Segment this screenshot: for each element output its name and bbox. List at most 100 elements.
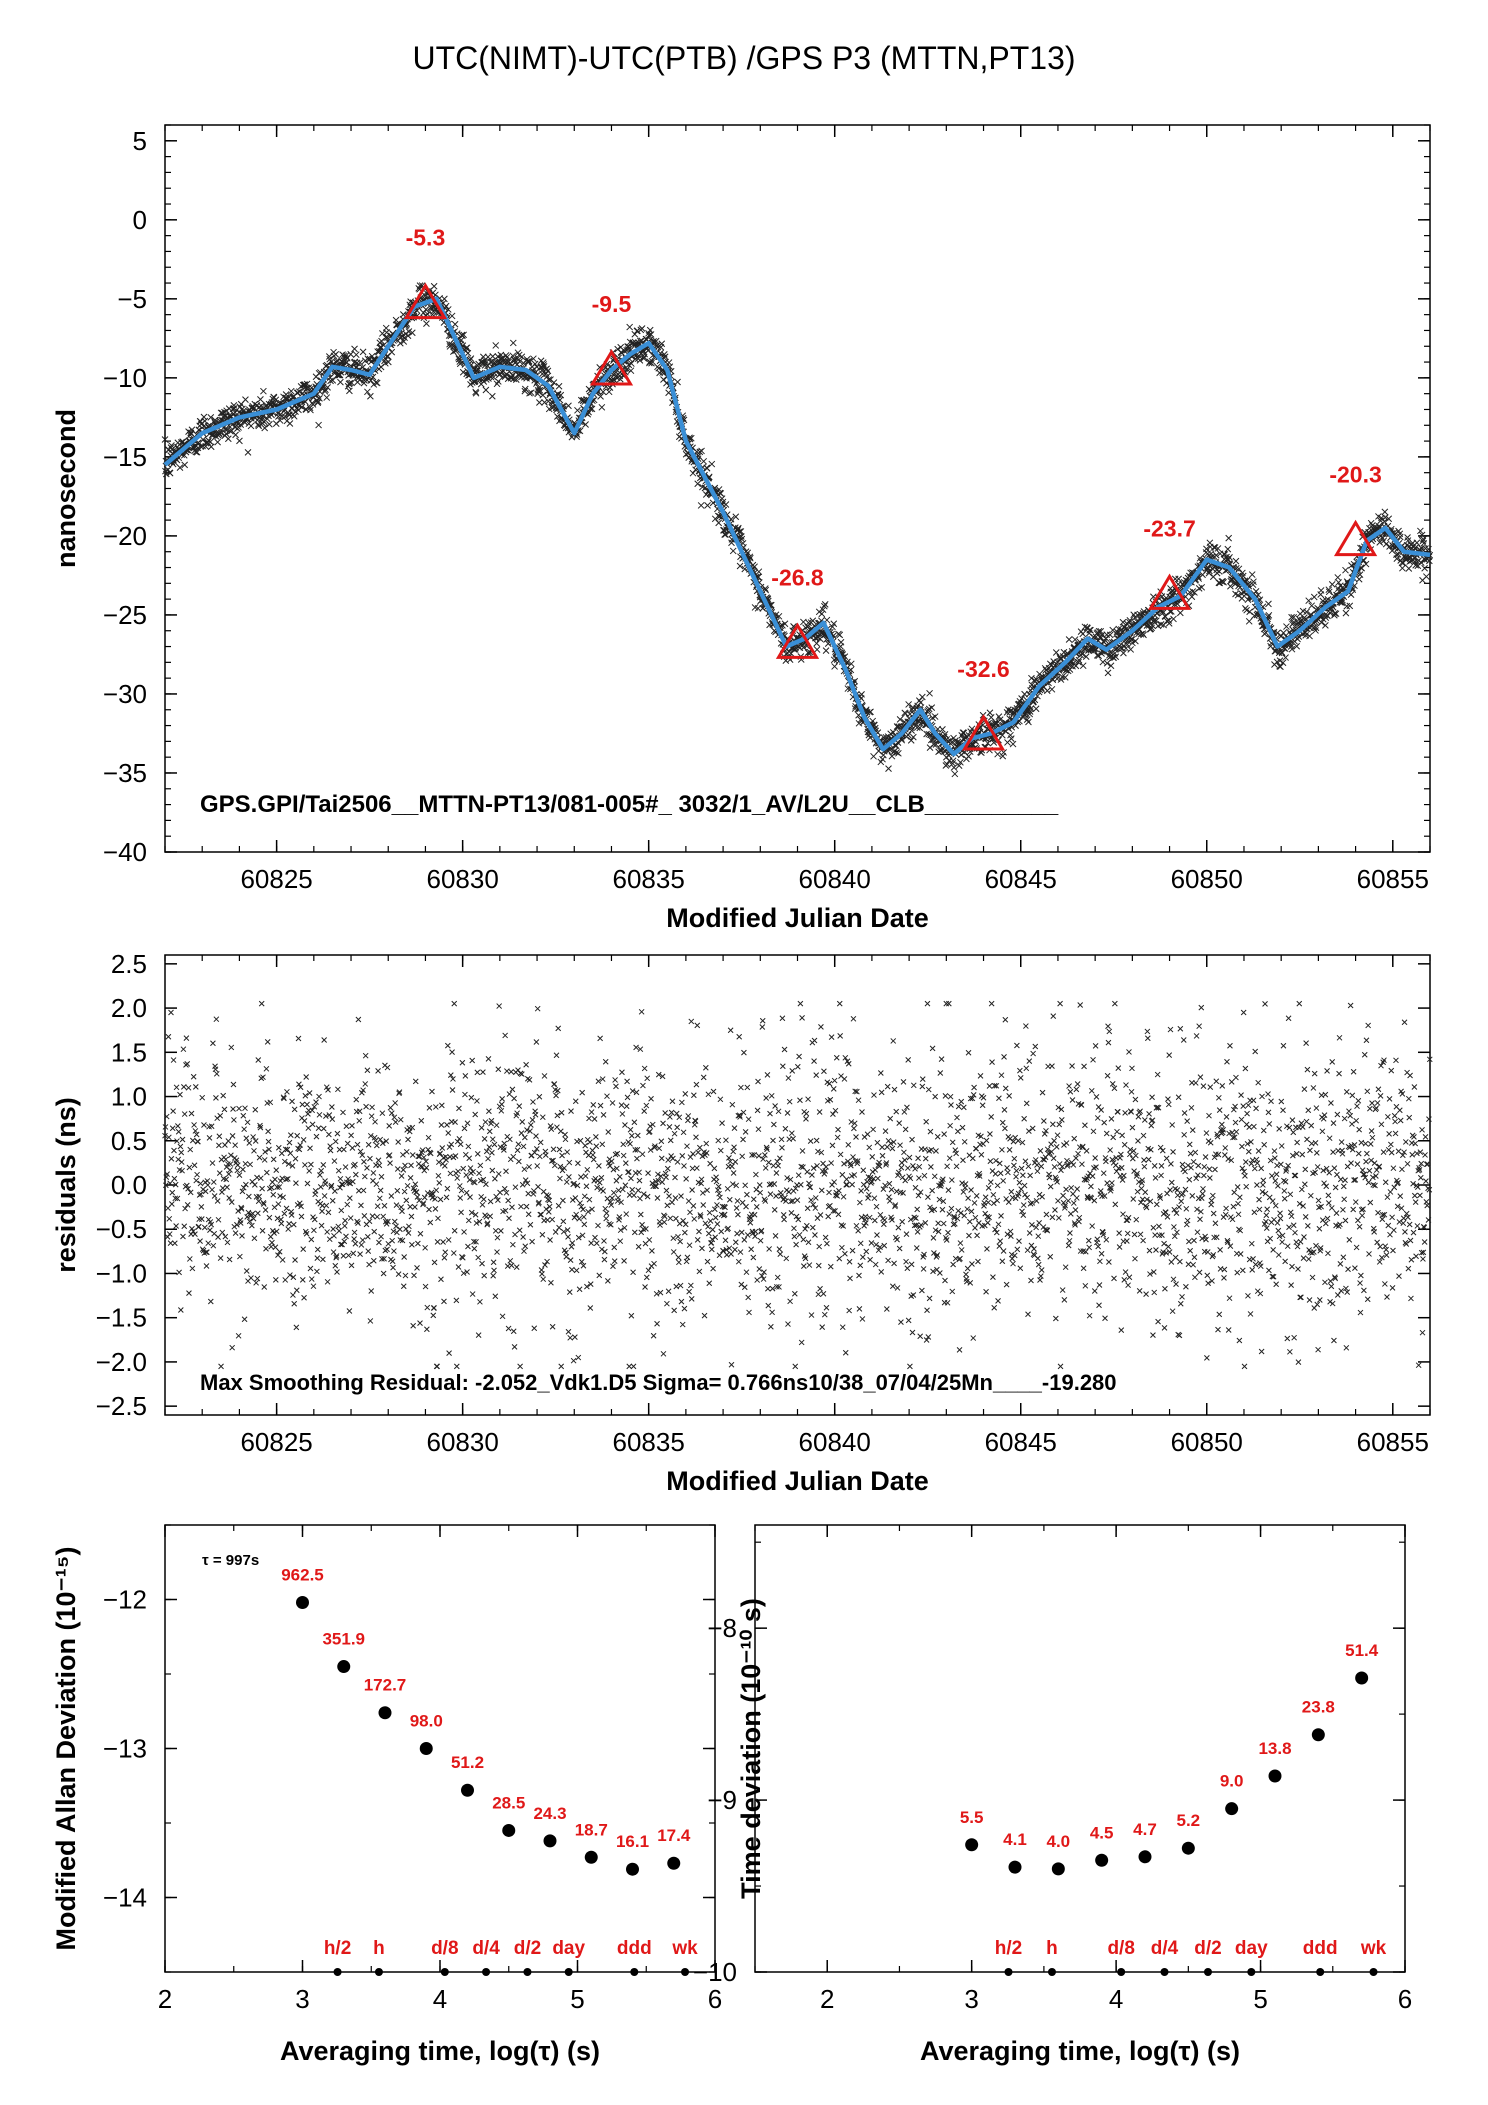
- residuals-x-label: Modified Julian Date: [666, 1466, 929, 1496]
- data-point: [756, 1182, 763, 1188]
- data-point: [291, 1106, 298, 1113]
- data-point: [690, 1092, 697, 1099]
- timeseries-y-axis: 50−5−10−15−20−25−30−35−40: [103, 124, 1430, 867]
- data-point: [815, 1262, 822, 1269]
- data-point: [251, 1147, 257, 1154]
- data-point: [835, 1211, 842, 1218]
- data-point: [754, 1277, 761, 1283]
- data-point: [744, 1191, 750, 1198]
- data-point: [1048, 685, 1056, 693]
- data-point: [885, 765, 892, 772]
- data-point: [486, 1144, 493, 1150]
- data-point: [755, 1126, 762, 1133]
- data-point: [555, 1202, 562, 1209]
- data-point: [179, 1136, 186, 1143]
- data-point: [641, 1065, 648, 1072]
- data-point: [306, 1090, 313, 1096]
- data-point: [819, 606, 827, 614]
- data-point: [403, 1197, 410, 1204]
- data-point: [779, 1015, 786, 1022]
- x-tick-label: 60835: [613, 1427, 685, 1457]
- data-point: [248, 1275, 254, 1281]
- data-point: [204, 439, 212, 446]
- data-point: [761, 585, 769, 592]
- data-point: [482, 1119, 489, 1125]
- data-point: [332, 351, 340, 358]
- data-point: [581, 1221, 588, 1228]
- data-point: [696, 1228, 702, 1235]
- data-point: [762, 1198, 769, 1204]
- data-point: [965, 753, 972, 760]
- data-point: [683, 1176, 689, 1182]
- data-point: [576, 1215, 583, 1222]
- data-point: [287, 387, 295, 395]
- data-point: [234, 1167, 241, 1174]
- data-point: [804, 1205, 811, 1212]
- data-point: [782, 1125, 789, 1132]
- data-point: [806, 1262, 813, 1268]
- data-point: [343, 1123, 350, 1130]
- data-point: [700, 457, 708, 465]
- data-point: [815, 1291, 822, 1298]
- data-point: [349, 1122, 355, 1129]
- data-point: [628, 1175, 634, 1182]
- data-point: [736, 562, 744, 570]
- data-point: [476, 1170, 482, 1177]
- data-point: [551, 1081, 558, 1087]
- data-point: [598, 1174, 605, 1181]
- data-point: [792, 1363, 799, 1370]
- data-point: [774, 1158, 781, 1165]
- data-point: [375, 1157, 382, 1164]
- data-point: [313, 1133, 320, 1140]
- data-point: [178, 1149, 185, 1156]
- data-point: [456, 1105, 462, 1112]
- data-point: [775, 1108, 782, 1115]
- data-point: [846, 1258, 853, 1265]
- data-point: [475, 1254, 482, 1261]
- data-point: [308, 1236, 315, 1243]
- data-point: [282, 1277, 289, 1283]
- timeseries-y-label: nanosecond: [51, 409, 81, 568]
- data-point: [475, 1332, 482, 1339]
- y-tick-label: −25: [103, 600, 147, 630]
- data-point: [438, 1276, 444, 1283]
- data-point: [294, 1132, 301, 1139]
- data-point: [870, 752, 877, 760]
- data-point: [704, 1258, 711, 1265]
- data-point: [527, 1221, 534, 1228]
- data-point: [779, 1144, 785, 1151]
- data-point: [180, 451, 188, 459]
- data-point: [1025, 718, 1032, 726]
- data-point: [590, 1152, 596, 1158]
- data-point: [816, 1109, 823, 1115]
- data-point: [316, 1093, 322, 1100]
- data-point: [322, 1181, 329, 1187]
- data-point: [446, 1144, 453, 1150]
- data-point: [659, 1179, 666, 1185]
- data-point: [195, 1223, 202, 1230]
- data-point: [750, 1196, 757, 1203]
- data-point: [533, 1133, 539, 1139]
- data-point: [401, 1188, 408, 1195]
- data-point: [201, 1122, 207, 1128]
- data-point: [161, 436, 169, 443]
- data-point: [681, 1163, 687, 1169]
- data-point: [209, 1186, 215, 1193]
- data-point: [874, 1139, 881, 1146]
- data-point: [629, 1186, 636, 1193]
- data-point: [301, 1118, 308, 1124]
- data-point: [643, 1274, 650, 1281]
- data-point: [837, 638, 845, 646]
- data-point: [207, 1298, 214, 1305]
- data-point: [826, 1080, 833, 1087]
- data-point: [321, 388, 329, 395]
- data-point: [391, 1218, 398, 1225]
- data-point: [849, 1181, 856, 1188]
- data-point: [180, 1233, 186, 1240]
- data-point: [215, 1234, 221, 1240]
- data-point: [260, 1074, 266, 1081]
- data-point: [757, 1237, 764, 1244]
- data-point: [674, 1159, 681, 1165]
- data-point: [373, 1142, 380, 1149]
- data-point: [783, 1255, 790, 1262]
